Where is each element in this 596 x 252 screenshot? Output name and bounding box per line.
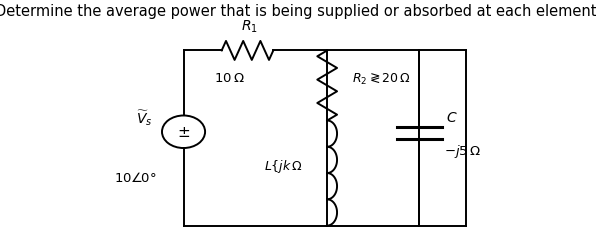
Text: $-j5\,\Omega$: $-j5\,\Omega$ bbox=[444, 142, 481, 159]
Text: $10\,\Omega$: $10\,\Omega$ bbox=[214, 72, 245, 85]
Text: $10\angle\!0°$: $10\angle\!0°$ bbox=[114, 170, 156, 184]
Text: $L\{jk\,\Omega$: $L\{jk\,\Omega$ bbox=[263, 158, 303, 174]
Text: $R_1$: $R_1$ bbox=[241, 18, 258, 35]
Text: $\pm$: $\pm$ bbox=[177, 125, 190, 140]
Text: $\widetilde{V}_s$: $\widetilde{V}_s$ bbox=[136, 107, 153, 127]
Text: Determine the average power that is being supplied or absorbed at each element.: Determine the average power that is bein… bbox=[0, 4, 596, 19]
Text: $R_2 \gtrless 20\,\Omega$: $R_2 \gtrless 20\,\Omega$ bbox=[352, 71, 411, 86]
Text: C: C bbox=[446, 111, 456, 125]
